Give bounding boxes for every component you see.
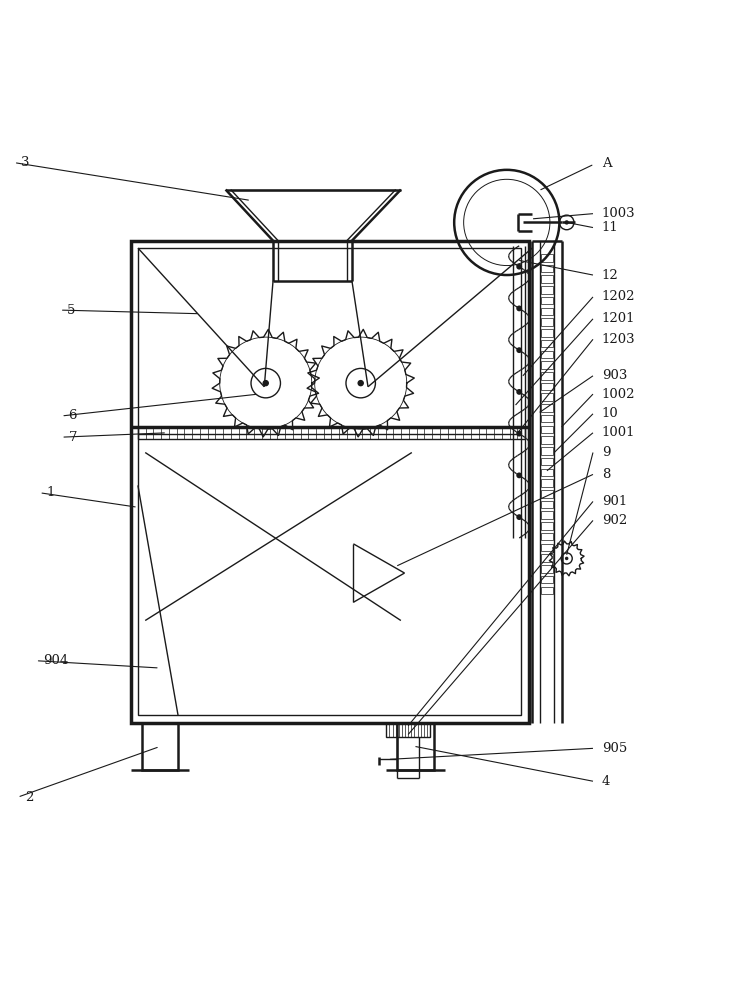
- Text: 1203: 1203: [602, 333, 635, 346]
- Circle shape: [516, 514, 522, 520]
- Text: 1202: 1202: [602, 290, 635, 303]
- Bar: [541, 329, 553, 337]
- Bar: [541, 501, 553, 508]
- Bar: [541, 469, 553, 476]
- Text: 1: 1: [46, 486, 55, 499]
- Bar: [541, 511, 553, 519]
- Bar: [541, 393, 553, 401]
- Bar: [541, 318, 553, 326]
- Bar: [541, 297, 553, 304]
- Bar: [130, 241, 528, 723]
- Bar: [397, 723, 434, 770]
- Bar: [386, 723, 430, 737]
- Bar: [541, 275, 553, 283]
- Text: 11: 11: [602, 221, 618, 234]
- Text: 905: 905: [602, 742, 627, 755]
- Bar: [541, 479, 553, 487]
- Bar: [541, 554, 553, 562]
- Text: 1001: 1001: [602, 426, 635, 439]
- Bar: [541, 587, 553, 594]
- Bar: [541, 383, 553, 390]
- Bar: [541, 340, 553, 347]
- Text: 9: 9: [602, 446, 610, 459]
- Bar: [541, 404, 553, 412]
- Bar: [541, 426, 553, 433]
- Circle shape: [516, 347, 522, 353]
- Circle shape: [516, 264, 522, 270]
- Bar: [541, 565, 553, 573]
- Bar: [541, 447, 553, 455]
- Text: 902: 902: [602, 514, 627, 527]
- Circle shape: [565, 220, 569, 225]
- Text: 7: 7: [68, 431, 77, 444]
- Text: 1003: 1003: [602, 207, 635, 220]
- Bar: [541, 254, 553, 262]
- Circle shape: [516, 389, 522, 395]
- Circle shape: [358, 381, 364, 386]
- Circle shape: [516, 472, 522, 478]
- Text: 3: 3: [21, 156, 29, 169]
- Bar: [541, 576, 553, 583]
- Text: 903: 903: [602, 369, 627, 382]
- Text: 12: 12: [602, 269, 618, 282]
- Text: 10: 10: [602, 407, 618, 420]
- Bar: [541, 533, 553, 540]
- Bar: [541, 351, 553, 358]
- Bar: [541, 544, 553, 551]
- Text: 901: 901: [602, 495, 627, 508]
- Circle shape: [516, 305, 522, 311]
- Circle shape: [516, 431, 522, 437]
- Circle shape: [565, 557, 568, 560]
- Text: 904: 904: [43, 654, 68, 667]
- Bar: [541, 361, 553, 369]
- Bar: [541, 436, 553, 444]
- Bar: [541, 372, 553, 380]
- Bar: [541, 308, 553, 315]
- Bar: [541, 522, 553, 530]
- Bar: [541, 265, 553, 272]
- Bar: [541, 458, 553, 465]
- Bar: [138, 427, 525, 439]
- Text: 1201: 1201: [602, 312, 635, 325]
- Text: 4: 4: [602, 775, 610, 788]
- Text: A: A: [602, 157, 612, 170]
- Text: 8: 8: [602, 468, 610, 481]
- Bar: [541, 415, 553, 422]
- Text: 2: 2: [25, 791, 33, 804]
- Bar: [138, 248, 521, 715]
- Text: 1002: 1002: [602, 388, 635, 401]
- Text: 5: 5: [67, 304, 75, 317]
- Bar: [141, 723, 178, 770]
- Bar: [541, 286, 553, 294]
- Bar: [541, 490, 553, 498]
- Text: 6: 6: [68, 409, 77, 422]
- Circle shape: [263, 381, 268, 386]
